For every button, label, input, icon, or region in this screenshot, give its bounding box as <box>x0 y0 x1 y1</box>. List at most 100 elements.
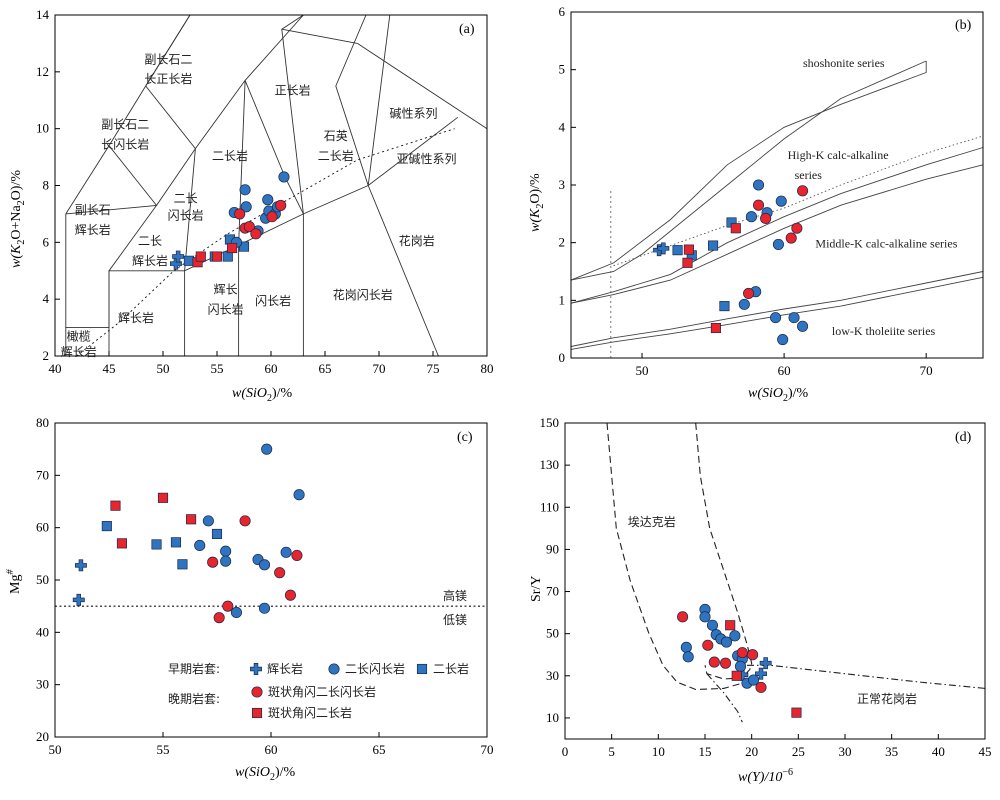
legend-item-label: 二长闪长岩 <box>345 661 405 676</box>
gabbro-marker <box>172 250 185 263</box>
panel-b-xlabel-sub: 2 <box>783 393 788 404</box>
zone-label: 辉长岩 <box>61 344 97 359</box>
porphyritic-monzodiorite-marker <box>752 199 765 211</box>
y-tick-label: 50 <box>546 626 559 641</box>
y-tick-label: 10 <box>546 710 559 725</box>
monzonite-marker <box>211 528 223 539</box>
x-tick-label: 70 <box>373 361 386 376</box>
boundary-line <box>65 14 304 215</box>
porphyritic-monzonite-marker <box>730 223 741 234</box>
panel-d-axis-ticks: 0 5 10 15 20 25 30 35 40 45 10 30 50 70 90 110 130 150 <box>540 415 992 759</box>
boundary-line <box>606 422 757 691</box>
boundary-line <box>747 664 986 689</box>
y-tick-label: 10 <box>36 121 49 136</box>
monzodiorite-marker <box>240 201 252 213</box>
legend-item-label: 辉长岩 <box>267 661 303 676</box>
panel-c-xlabel-sub: 2 <box>270 772 275 783</box>
x-tick-label: 0 <box>562 744 569 759</box>
boundary-line <box>357 43 488 130</box>
zone-label: 辉长岩 <box>75 222 111 237</box>
porphyritic-monzodiorite-marker <box>239 515 251 527</box>
zone-label: 辉长 <box>214 282 238 296</box>
panel-a-xlabel: w(SiO2)/% <box>232 386 293 404</box>
porphyritic-monzodiorite-marker <box>736 647 748 659</box>
panel-d-xlabel: w(Y)/10−6 <box>738 767 793 785</box>
zone-label: 亚碱性系列 <box>397 152 457 166</box>
monzodiorite-marker <box>772 238 784 250</box>
zone-label: 橄榄 <box>67 328 91 343</box>
porphyritic-monzodiorite-marker <box>702 639 714 651</box>
gabbro-marker <box>74 559 87 572</box>
x-tick-label: 45 <box>979 744 992 759</box>
panel-c-xlabel: w(SiO2)/% <box>235 765 296 783</box>
x-tick-label: 10 <box>652 744 665 759</box>
y-tick-label: 6 <box>43 234 50 249</box>
monzodiorite-marker <box>747 674 760 686</box>
boundary-line <box>145 14 191 87</box>
porphyritic-monzonite-marker <box>195 251 206 262</box>
high-mg-label: 高镁 <box>443 588 467 603</box>
monzodiorite-marker <box>680 641 692 653</box>
legend-marker <box>251 707 263 719</box>
boundary-line <box>570 276 984 350</box>
panel-a-zone-labels: 副长石二长正长岩正长岩副长石二长闪长岩二长岩石英二长岩碱性系列亚碱性系列二长闪长… <box>61 52 457 359</box>
y-tick-label: 5 <box>559 62 566 77</box>
y-tick-label: 110 <box>540 499 559 514</box>
monzodiorite-marker <box>202 515 214 527</box>
y-tick-label: 14 <box>36 7 50 22</box>
legend-item-label: 斑状角闪二长岩 <box>268 705 352 720</box>
zone-label: 闪长岩 <box>255 293 291 308</box>
porphyritic-monzodiorite-marker <box>791 222 803 234</box>
zone-label: High-K calc-alkaline <box>788 148 889 162</box>
porphyritic-monzonite-marker <box>227 242 238 254</box>
panel-c-axis-ticks: 50 55 60 65 70 20 30 40 50 60 70 80 <box>36 415 494 757</box>
porphyritic-monzonite-marker <box>725 620 736 631</box>
panel-b-frame <box>570 11 984 359</box>
porphyritic-monzonite-marker <box>682 257 693 268</box>
monzodiorite-marker <box>699 611 711 623</box>
y-tick-label: 6 <box>559 4 566 19</box>
y-tick-label: 50 <box>36 572 49 587</box>
y-tick-label: 40 <box>36 624 49 639</box>
y-tick-label: 2 <box>559 235 566 250</box>
x-tick-label: 50 <box>157 361 170 376</box>
monzonite-marker <box>170 537 182 548</box>
zone-label: 辉长岩 <box>132 253 168 268</box>
gabbro-marker <box>657 242 670 255</box>
monzonite-marker <box>177 559 188 570</box>
panel-d-ylabel: Sr/Y <box>529 576 544 602</box>
x-tick-label: 70 <box>920 363 933 378</box>
panel-a-xlabel-sub: 2 <box>267 393 272 404</box>
monzodiorite-marker <box>682 651 694 663</box>
boundary-line <box>281 28 358 44</box>
porphyritic-monzonite-marker <box>791 707 802 718</box>
y-tick-label: 130 <box>540 457 560 472</box>
panel-c-frame <box>54 422 488 738</box>
x-tick-label: 50 <box>636 363 649 378</box>
panel-d-xlabel-sup: −6 <box>782 767 793 778</box>
monzodiorite-marker <box>258 559 271 571</box>
x-tick-label: 30 <box>839 744 852 759</box>
x-tick-label: 65 <box>319 361 332 376</box>
legend-marker <box>328 663 340 675</box>
boundary-line <box>367 14 391 186</box>
panel-c-ylabel-part: Mg <box>8 575 23 594</box>
monzodiorite-marker <box>258 602 271 614</box>
monzodiorite-marker <box>220 555 232 567</box>
zone-label: Middle-K calc-alkaline series <box>815 236 957 250</box>
panel-c-xlabel-part: w(SiO <box>235 765 270 780</box>
boundary-line <box>570 61 927 281</box>
low-mg-label: 低镁 <box>443 613 467 627</box>
boundary-line <box>570 147 984 304</box>
x-tick-label: 45 <box>103 361 116 376</box>
x-tick-label: 80 <box>481 361 494 376</box>
legend-item-label: 二长岩 <box>433 661 469 676</box>
y-tick-label: 60 <box>36 520 49 535</box>
monzodiorite-marker <box>720 636 733 648</box>
legend-item-label: 斑状角闪二长闪长岩 <box>268 684 376 699</box>
panel-d-xlabel-part: w(Y)/10 <box>738 770 782 785</box>
x-tick-label: 40 <box>932 744 945 759</box>
x-tick-label: 55 <box>157 742 170 757</box>
panel-c-ylabel: Mg# <box>5 569 23 594</box>
